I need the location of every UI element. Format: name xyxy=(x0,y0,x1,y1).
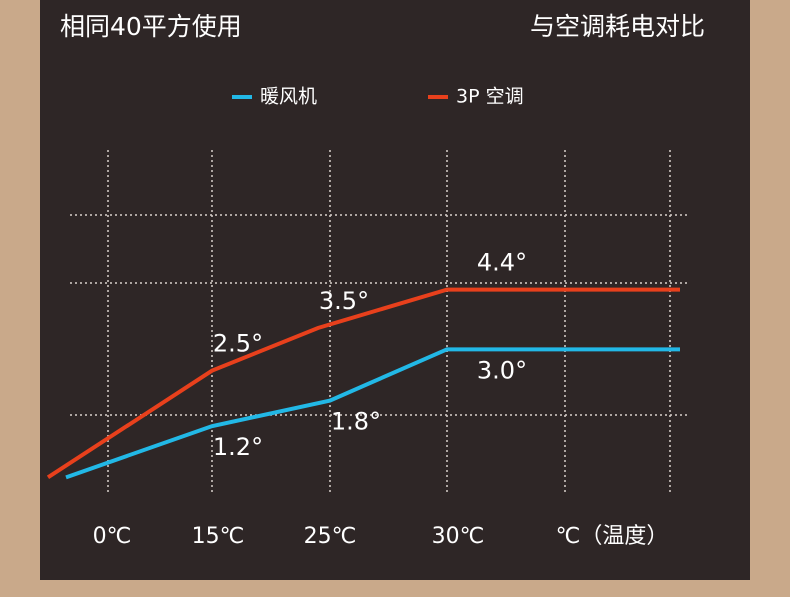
data-label: 1.8° xyxy=(331,408,381,436)
x-tick-label: 25℃ xyxy=(304,524,357,549)
chart-subtitle: 与空调耗电对比 xyxy=(530,12,705,41)
chart-title: 相同40平方使用 xyxy=(60,12,242,41)
data-label: 1.2° xyxy=(213,433,263,461)
data-label: 4.4° xyxy=(477,249,527,277)
grid xyxy=(70,150,690,495)
data-label: 3.0° xyxy=(477,356,527,384)
x-tick-label: ℃（温度） xyxy=(556,524,669,549)
data-line xyxy=(65,347,680,480)
data-label: 3.5° xyxy=(319,287,369,315)
legend-label: 暖风机 xyxy=(260,86,317,108)
legend-label: 3P 空调 xyxy=(456,86,524,108)
data-line xyxy=(46,287,680,480)
x-tick-label: 0℃ xyxy=(93,524,132,549)
x-tick-label: 30℃ xyxy=(432,524,485,549)
data-label: 2.5° xyxy=(213,330,263,358)
x-tick-label: 15℃ xyxy=(192,524,245,549)
